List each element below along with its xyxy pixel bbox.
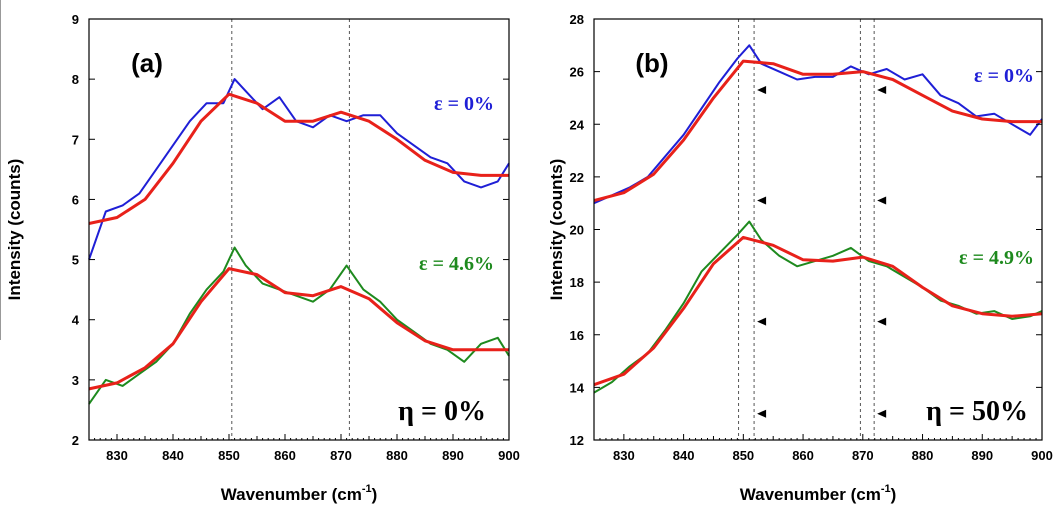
- y-tick-label: 12: [570, 433, 584, 448]
- x-tick-label: 830: [613, 448, 635, 463]
- shift-marker: [877, 317, 887, 326]
- panel-b: 830 840 850 860 870 880 890 900 12 14 16 18 20 22 24 26…: [547, 12, 1053, 504]
- y-tick-label: 3: [72, 373, 79, 388]
- y-tick-label: 18: [570, 275, 584, 290]
- panel-a: 830 840 850 860 870 880 890 900 2 3 4 5 6 7 8 9 Wavenumb…: [5, 12, 520, 504]
- fit-curve: [88, 267, 509, 391]
- x-axis-label-close: ): [372, 485, 378, 504]
- strain-label-nonzero: ε = 4.6%: [419, 253, 494, 275]
- shift-marker: [877, 409, 887, 418]
- eta-label: η = 50%: [926, 396, 1028, 427]
- spectrum-line: [88, 246, 510, 405]
- x-tick-label: 900: [1031, 448, 1053, 463]
- x-tick-label: 830: [106, 448, 128, 463]
- x-axis-label-text: Wavenumber (cm: [221, 485, 362, 504]
- fit-curve: [593, 235, 1043, 387]
- x-tick-label: 840: [162, 448, 184, 463]
- x-tick-label: 870: [852, 448, 874, 463]
- x-axis-label-superscript: -1: [881, 483, 891, 495]
- y-tick-label: 9: [72, 12, 79, 27]
- y-tick-label: 26: [570, 65, 584, 80]
- y-tick-label: 2: [72, 433, 79, 448]
- panel-label: (a): [131, 48, 163, 78]
- fit-curve: [88, 92, 509, 225]
- x-tick-label: 890: [442, 448, 464, 463]
- plot-frame: [88, 18, 510, 441]
- shift-marker: [877, 86, 887, 95]
- x-axis-label: Wavenumber (cm-1): [740, 483, 897, 504]
- shift-marker: [757, 409, 767, 418]
- y-tick-label: 16: [570, 328, 584, 343]
- x-axis-label: Wavenumber (cm-1): [221, 483, 378, 504]
- x-tick-label: 840: [673, 448, 695, 463]
- y-tick-label: 6: [72, 192, 79, 207]
- x-tick-label: 890: [971, 448, 993, 463]
- x-tick-label: 860: [274, 448, 296, 463]
- y-tick-label: 20: [570, 223, 584, 238]
- strain-label-zero: ε = 0%: [434, 93, 494, 115]
- y-axis-label: Intensity (counts): [5, 159, 24, 301]
- shift-marker: [757, 317, 767, 326]
- panel-label: (b): [635, 48, 668, 78]
- y-tick-label: 8: [72, 72, 79, 87]
- x-tick-label: 900: [498, 448, 520, 463]
- x-tick-label: 870: [330, 448, 352, 463]
- x-axis-label-text: Wavenumber (cm: [740, 485, 881, 504]
- shift-marker: [757, 196, 767, 205]
- shift-marker: [877, 196, 887, 205]
- fit-curve: [593, 59, 1042, 203]
- y-tick-label: 4: [72, 313, 80, 328]
- x-axis-label-superscript: -1: [362, 483, 372, 495]
- y-tick-label: 24: [570, 117, 585, 132]
- strain-label-zero: ε = 0%: [974, 65, 1034, 87]
- x-tick-label: 860: [792, 448, 814, 463]
- y-axis-label: Intensity (counts): [547, 159, 566, 301]
- y-tick-label: 7: [72, 132, 79, 147]
- eta-label: η = 0%: [398, 396, 486, 427]
- x-tick-label: 850: [218, 448, 240, 463]
- x-tick-label: 880: [386, 448, 408, 463]
- y-tick-label: 22: [570, 170, 584, 185]
- spectrum-line: [593, 44, 1043, 205]
- shift-marker: [757, 86, 767, 95]
- y-tick-label: 14: [570, 380, 585, 395]
- x-axis-label-close: ): [891, 485, 897, 504]
- y-tick-label: 28: [570, 12, 584, 27]
- y-tick-label: 5: [72, 253, 79, 268]
- x-tick-label: 880: [912, 448, 934, 463]
- x-tick-label: 850: [732, 448, 754, 463]
- strain-label-nonzero: ε = 4.9%: [959, 247, 1034, 269]
